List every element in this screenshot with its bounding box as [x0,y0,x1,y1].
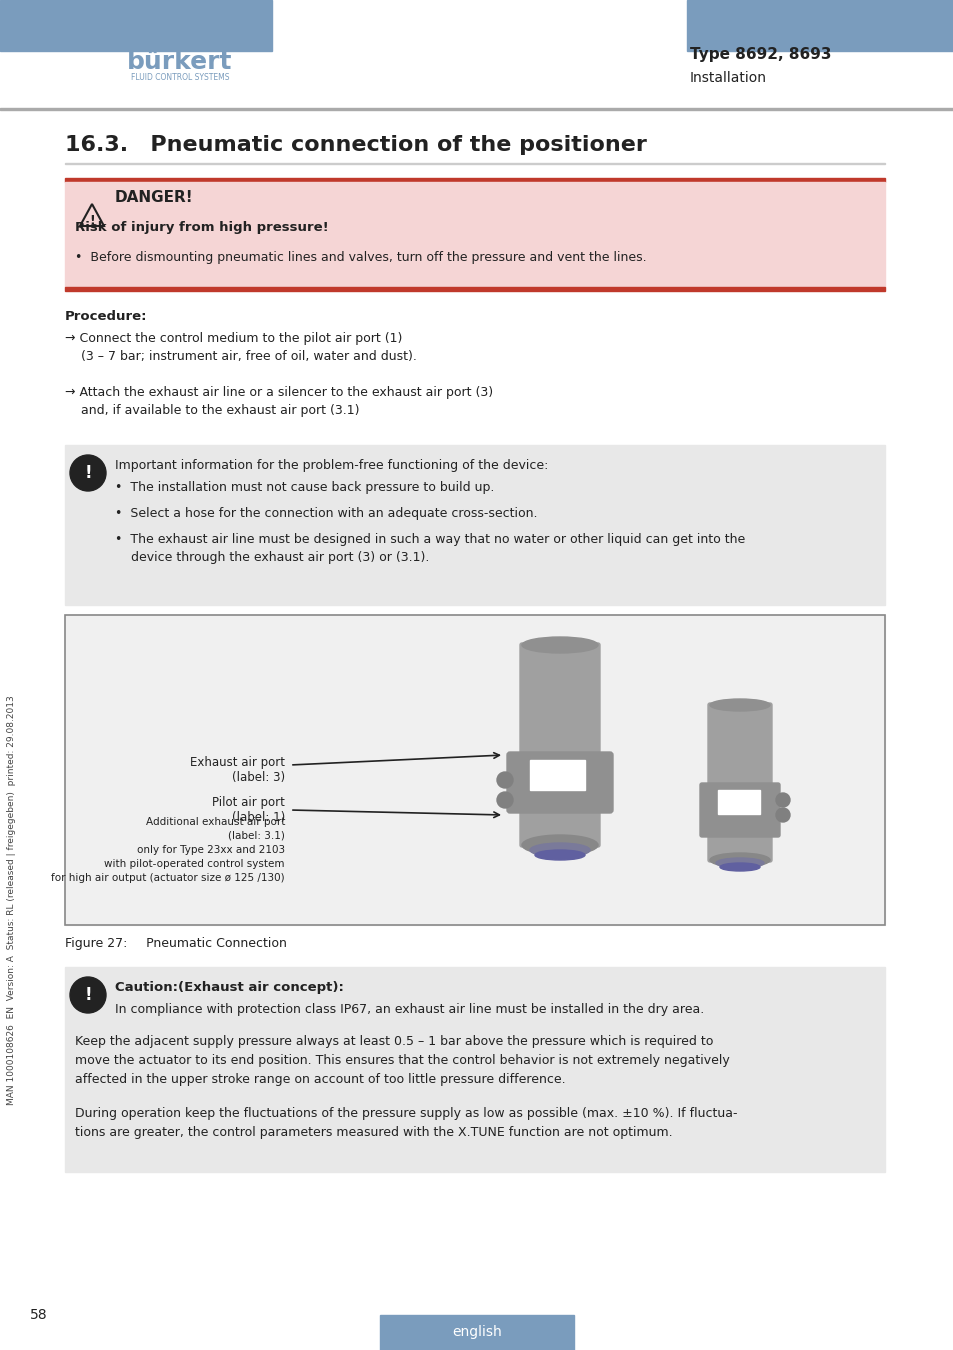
Text: bürkert: bürkert [127,50,233,74]
Circle shape [775,809,789,822]
Circle shape [775,792,789,807]
Text: !: ! [84,464,91,482]
Bar [530,760,584,790]
Bar [0,0,272,51]
Text: !: ! [84,986,91,1004]
FancyBboxPatch shape [506,752,613,813]
FancyBboxPatch shape [707,703,771,863]
Text: MAN 1000108626  EN  Version: A  Status: RL (released | freigegeben)  printed: 29: MAN 1000108626 EN Version: A Status: RL … [8,695,16,1104]
Bar [65,178,884,182]
FancyBboxPatch shape [700,783,780,837]
Text: and, if available to the exhaust air port (3.1): and, if available to the exhaust air por… [65,404,359,417]
Bar [718,790,760,814]
Ellipse shape [716,859,763,868]
Ellipse shape [535,850,584,860]
Text: Important information for the problem-free functioning of the device:: Important information for the problem-fr… [115,459,548,472]
Bar [145,45,160,47]
Ellipse shape [709,699,769,711]
Text: During operation keep the fluctuations of the pressure supply as low as possible: During operation keep the fluctuations o… [75,1107,737,1139]
Bar [379,1315,574,1350]
Text: •  Select a hose for the connection with an adequate cross-section.: • Select a hose for the connection with … [115,508,537,520]
Text: Pilot air port
(label: 1): Pilot air port (label: 1) [212,796,285,824]
Circle shape [497,792,513,809]
Text: •  The installation must not cause back pressure to build up.: • The installation must not cause back p… [115,481,494,494]
Text: (3 – 7 bar; instrument air, free of oil, water and dust).: (3 – 7 bar; instrument air, free of oil,… [65,350,416,363]
Bar [65,446,884,605]
Text: device through the exhaust air port (3) or (3.1).: device through the exhaust air port (3) … [115,551,429,564]
FancyBboxPatch shape [519,643,599,846]
Text: Procedure:: Procedure: [65,310,148,323]
Bar [65,967,884,1172]
Circle shape [497,772,513,788]
Bar [65,288,884,292]
Text: In compliance with protection class IP67, an exhaust air line must be installed : In compliance with protection class IP67… [115,1003,703,1017]
Text: → Attach the exhaust air line or a silencer to the exhaust air port (3): → Attach the exhaust air line or a silen… [65,386,493,400]
Bar [183,45,205,47]
Ellipse shape [709,853,769,867]
Text: FLUID CONTROL SYSTEMS: FLUID CONTROL SYSTEMS [131,73,229,82]
Text: → Connect the control medium to the pilot air port (1): → Connect the control medium to the pilo… [65,332,402,346]
Circle shape [70,977,106,1012]
Text: •  The exhaust air line must be designed in such a way that no water or other li: • The exhaust air line must be designed … [115,533,744,545]
Ellipse shape [530,842,589,857]
Text: !: ! [89,213,94,227]
Text: Type 8692, 8693: Type 8692, 8693 [689,47,831,62]
Text: Risk of injury from high pressure!: Risk of injury from high pressure! [75,221,329,235]
Bar [65,182,884,288]
Text: Exhaust air port
(label: 3): Exhaust air port (label: 3) [190,756,285,784]
Ellipse shape [521,637,598,653]
Bar [208,45,214,47]
Text: DANGER!: DANGER! [115,190,193,205]
Text: •  Before dismounting pneumatic lines and valves, turn off the pressure and vent: • Before dismounting pneumatic lines and… [75,251,646,265]
Ellipse shape [720,863,760,871]
Text: Figure 27:   Pneumatic Connection: Figure 27: Pneumatic Connection [65,937,287,949]
Text: english: english [452,1324,501,1339]
Text: 16.3.  Pneumatic connection of the positioner: 16.3. Pneumatic connection of the positi… [65,135,646,155]
Bar [65,616,884,925]
Circle shape [70,455,106,491]
Text: Additional exhaust air port
(label: 3.1)
only for Type 23xx and 2103
with pilot-: Additional exhaust air port (label: 3.1)… [51,817,285,883]
Bar [686,0,953,51]
Text: 58: 58 [30,1308,48,1322]
Text: Caution:(Exhaust air concept):: Caution:(Exhaust air concept): [115,981,343,994]
Bar [162,45,180,47]
Ellipse shape [521,836,598,855]
Text: Keep the adjacent supply pressure always at least 0.5 – 1 bar above the pressure: Keep the adjacent supply pressure always… [75,1035,729,1085]
Bar [0,108,953,109]
Text: Installation: Installation [689,72,766,85]
